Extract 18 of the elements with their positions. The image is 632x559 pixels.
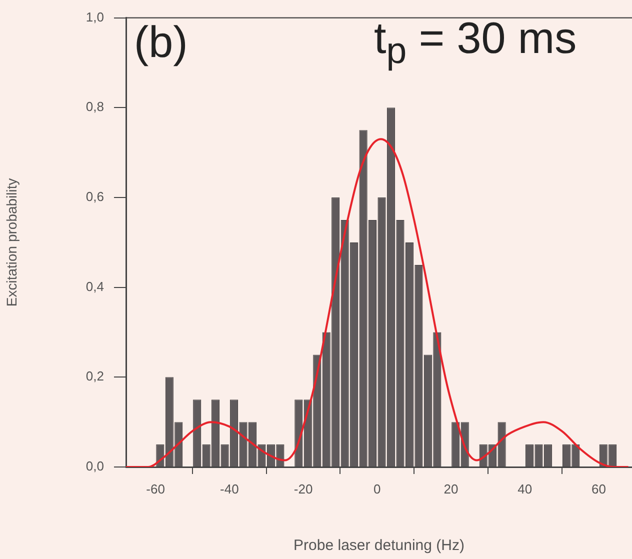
x-tick-label: -20 <box>294 481 313 496</box>
x-tick-label: 40 <box>518 481 532 496</box>
x-tick-label: 60 <box>592 481 606 496</box>
y-tick-label: 0,6 <box>86 189 104 204</box>
x-tick-label: 20 <box>444 481 458 496</box>
y-tick-label: 0,2 <box>86 368 104 384</box>
x-tick-label: -40 <box>220 481 239 496</box>
x-tick-label: -60 <box>146 481 165 496</box>
x-tick-label: 0 <box>374 481 381 496</box>
y-axis-title: Excitation probability <box>3 178 20 307</box>
line-series <box>126 138 630 467</box>
y-tick-label: 0,0 <box>86 458 104 474</box>
y-tick-label: 0,4 <box>86 278 104 294</box>
y-tick-label: 0,8 <box>86 99 104 114</box>
x-axis-title: Probe laser detuning (Hz) <box>294 537 464 554</box>
annotation: (b) <box>134 18 188 68</box>
annotation: t$_{p}$ = 30 ms <box>374 14 577 72</box>
y-tick-label: 1,0 <box>86 9 104 24</box>
